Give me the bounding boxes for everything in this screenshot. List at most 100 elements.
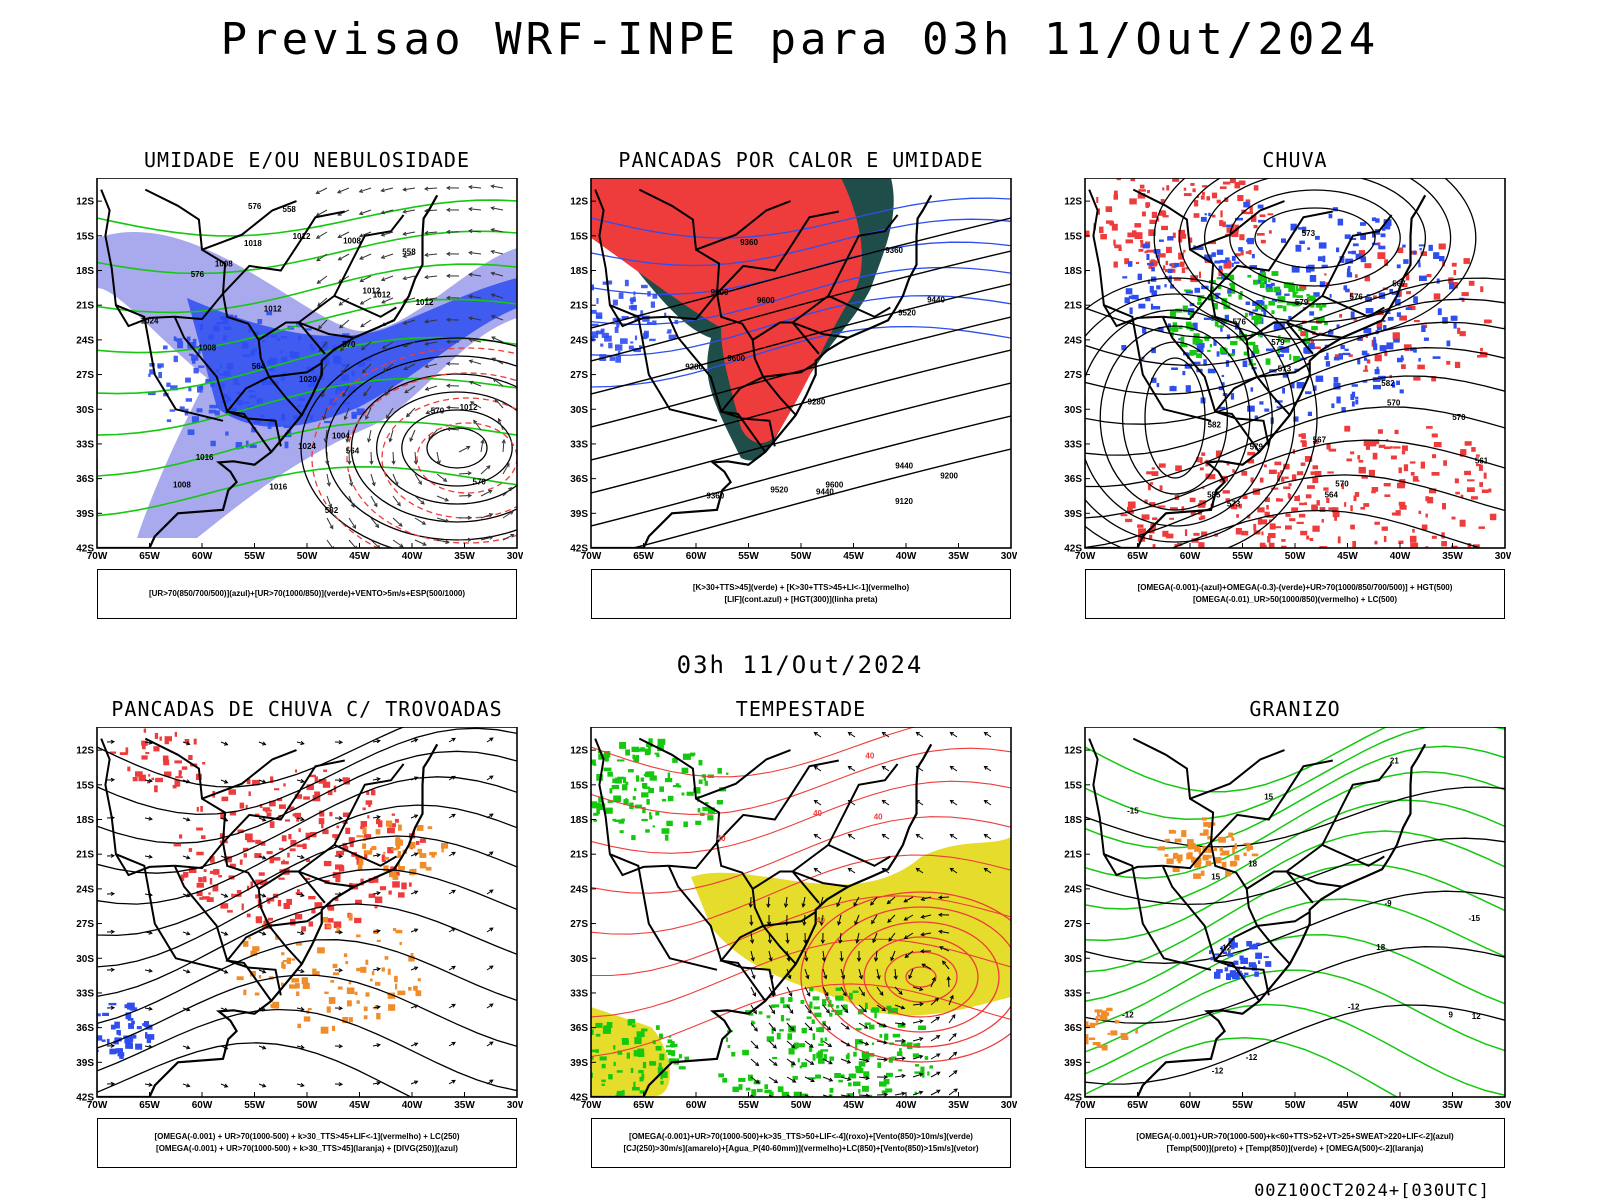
shaded-cell bbox=[1254, 972, 1259, 977]
shaded-cell bbox=[1305, 331, 1308, 338]
shaded-cell bbox=[644, 774, 648, 776]
shaded-cell bbox=[389, 891, 392, 895]
shaded-cell bbox=[867, 1108, 875, 1115]
lon-label: 40W bbox=[1390, 1100, 1411, 1111]
shaded-cell bbox=[596, 316, 602, 319]
shaded-cell bbox=[1413, 480, 1419, 482]
shaded-cell bbox=[1253, 310, 1259, 312]
shaded-cell bbox=[1231, 946, 1235, 949]
shaded-cell bbox=[1146, 204, 1149, 208]
shaded-cell bbox=[197, 408, 203, 412]
shaded-cell bbox=[1190, 498, 1196, 502]
legend-line: [OMEGA(-0.001)+UR>70(1000-500)+k>35_TTS>… bbox=[592, 1131, 1010, 1143]
shaded-cell bbox=[431, 852, 435, 857]
shaded-cell bbox=[1268, 533, 1276, 538]
shaded-cell bbox=[351, 412, 356, 418]
shaded-cell bbox=[1322, 558, 1330, 565]
shaded-cell bbox=[1195, 288, 1201, 293]
shaded-cell bbox=[607, 772, 613, 777]
shaded-cell bbox=[1318, 256, 1323, 261]
shaded-cell bbox=[227, 910, 233, 913]
shaded-cell bbox=[1208, 369, 1216, 374]
shaded-cell bbox=[927, 1071, 929, 1075]
shaded-cell bbox=[1175, 839, 1182, 843]
lat-label: 18S bbox=[570, 815, 588, 826]
shaded-cell bbox=[1122, 276, 1127, 278]
shaded-cell bbox=[297, 1024, 301, 1028]
shaded-cell bbox=[825, 1037, 827, 1041]
lon-label: 30W bbox=[1001, 1100, 1017, 1111]
contour-label: 1012 bbox=[293, 232, 311, 241]
shaded-cell bbox=[641, 1074, 644, 1080]
shaded-cell bbox=[1121, 514, 1128, 516]
shaded-cell bbox=[679, 1054, 682, 1058]
shaded-cell bbox=[1137, 524, 1143, 527]
shaded-cell bbox=[788, 997, 793, 1002]
shaded-cell bbox=[174, 844, 181, 846]
shaded-cell bbox=[1307, 485, 1315, 489]
shaded-cell bbox=[1115, 1020, 1118, 1024]
shaded-cell bbox=[1312, 506, 1318, 511]
shaded-cell bbox=[650, 775, 657, 780]
shaded-cell bbox=[293, 813, 297, 816]
shaded-cell bbox=[1096, 1016, 1099, 1023]
shaded-cell bbox=[1432, 472, 1440, 476]
shaded-cell bbox=[612, 819, 616, 821]
contour-label: 18 bbox=[1248, 860, 1257, 869]
shaded-cell bbox=[602, 1064, 606, 1068]
shaded-cell bbox=[836, 988, 842, 991]
shaded-cell bbox=[615, 344, 622, 350]
legend-line: [LIF](cont.azul) + [HGT(300)](linha pret… bbox=[592, 594, 1010, 606]
shaded-cell bbox=[179, 770, 182, 774]
shaded-cell bbox=[629, 306, 636, 310]
shaded-cell bbox=[605, 808, 613, 814]
shaded-cell bbox=[1182, 267, 1185, 273]
shaded-cell bbox=[1294, 291, 1299, 293]
shaded-cell bbox=[218, 875, 222, 877]
shaded-cell bbox=[209, 410, 216, 414]
shaded-cell bbox=[281, 962, 284, 968]
shaded-cell bbox=[330, 980, 334, 983]
contour-label: 576 bbox=[1233, 317, 1247, 326]
wind-vector bbox=[459, 496, 471, 497]
shaded-cell bbox=[573, 290, 578, 294]
shaded-cell bbox=[1355, 397, 1358, 399]
shaded-cell bbox=[1244, 352, 1248, 356]
shaded-cell bbox=[216, 369, 219, 372]
shaded-cell bbox=[1210, 344, 1212, 347]
contour-label: 40 bbox=[865, 752, 874, 761]
shaded-cell bbox=[655, 753, 660, 755]
shaded-cell bbox=[153, 746, 159, 751]
contour-label: 570 bbox=[1452, 413, 1466, 422]
legend-line: [OMEGA(-0.001) + UR>70(1000-500) + k>30_… bbox=[98, 1131, 516, 1143]
shaded-cell bbox=[358, 864, 363, 870]
shaded-cell bbox=[557, 304, 559, 310]
shaded-cell bbox=[356, 835, 363, 837]
shaded-cell bbox=[656, 1046, 662, 1051]
shaded-cell bbox=[767, 1015, 771, 1018]
shaded-cell bbox=[366, 800, 373, 805]
shaded-cell bbox=[809, 988, 813, 992]
shaded-cell bbox=[618, 820, 624, 824]
shaded-cell bbox=[1384, 447, 1391, 450]
contour-label: -15 bbox=[1469, 914, 1481, 923]
shaded-cell bbox=[267, 851, 273, 854]
shaded-cell bbox=[345, 828, 350, 834]
shaded-cell bbox=[1142, 212, 1146, 217]
shaded-cell bbox=[662, 828, 670, 834]
shaded-cell bbox=[1413, 377, 1420, 381]
contour-label: 576 bbox=[1350, 292, 1364, 301]
map-svg: 5855825795765735705795765735705675645615… bbox=[1051, 178, 1511, 568]
shaded-cell bbox=[619, 742, 626, 749]
legend-box: [OMEGA(-0.001)+UR>70(1000-500)+k>35_TTS>… bbox=[591, 1118, 1011, 1168]
shaded-cell bbox=[1169, 830, 1176, 833]
wind-vector bbox=[371, 452, 372, 464]
shaded-cell bbox=[1193, 188, 1196, 192]
panel-title: CHUVA bbox=[1085, 148, 1505, 172]
shaded-cell bbox=[1375, 354, 1382, 361]
shaded-cell bbox=[1134, 223, 1141, 227]
shaded-cell bbox=[877, 1062, 881, 1068]
legend-box: [K>30+TTS>45](verde) + [K>30+TTS>45+LI<-… bbox=[591, 569, 1011, 619]
shaded-cell bbox=[1324, 356, 1328, 360]
lon-label: 40W bbox=[402, 1100, 423, 1111]
